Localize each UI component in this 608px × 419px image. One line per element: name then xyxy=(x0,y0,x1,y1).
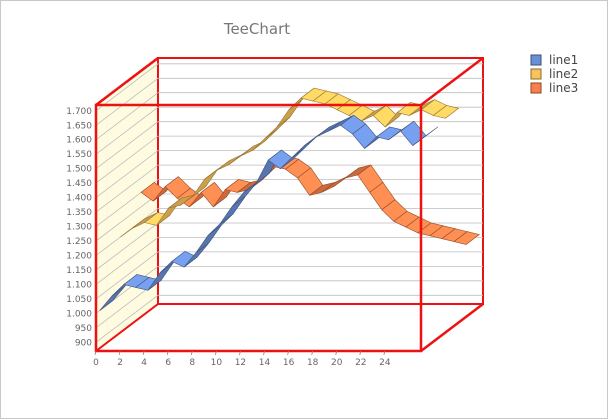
x-tick-label: 22 xyxy=(355,358,366,368)
y-tick-label: 1.100 xyxy=(66,280,92,290)
series-line2 xyxy=(120,87,460,238)
ribbon-segment xyxy=(219,196,246,224)
frame-edge xyxy=(420,57,484,106)
x-tick-label: 14 xyxy=(259,358,271,368)
frame-edge xyxy=(420,303,484,352)
y-tick-label: 1.000 xyxy=(66,309,92,319)
y-tick-label: 900 xyxy=(75,338,92,348)
chart-title: TeeChart xyxy=(223,20,290,38)
chart-walls xyxy=(94,57,485,352)
x-tick-label: 24 xyxy=(379,358,391,368)
y-tick-label: 1.450 xyxy=(66,179,92,189)
x-tick xyxy=(335,350,338,356)
legend-swatch xyxy=(530,54,542,66)
x-tick-label: 12 xyxy=(235,358,246,368)
legend-swatch xyxy=(530,82,542,94)
x-tick-label: 16 xyxy=(283,358,295,368)
legend-swatch xyxy=(530,68,542,80)
x-tick xyxy=(214,350,217,356)
gridline xyxy=(95,150,483,198)
x-tick-label: 0 xyxy=(93,358,99,368)
y-tick-label: 1.050 xyxy=(66,295,92,305)
x-axis: 0 2 4 6 8 10 12 14 16 18 20 22 24 xyxy=(93,350,391,368)
x-tick xyxy=(263,350,265,356)
x-tick xyxy=(383,350,386,356)
legend-item: line2 xyxy=(530,67,578,81)
gridline xyxy=(95,121,483,170)
x-tick-label: 4 xyxy=(141,358,147,368)
x-tick-label: 8 xyxy=(189,358,195,368)
gridline xyxy=(95,164,483,213)
series-layer xyxy=(99,87,480,311)
y-tick-label: 1.250 xyxy=(66,237,92,247)
x-tick xyxy=(239,350,241,356)
gridline xyxy=(95,106,483,155)
x-tick xyxy=(118,350,121,356)
x-tick xyxy=(142,350,145,356)
x-tick-label: 20 xyxy=(331,358,343,368)
gridline xyxy=(95,63,483,112)
legend-label: line1 xyxy=(549,53,578,67)
y-axis: 900 950 1.000 1.050 1.100 1.150 1.200 1.250 1.30… xyxy=(66,107,92,349)
frame-edge xyxy=(95,303,159,352)
y-tick-label: 950 xyxy=(75,324,92,334)
gridline xyxy=(95,77,483,126)
gridline xyxy=(95,92,483,141)
series-line3 xyxy=(140,155,480,245)
x-tick-label: 18 xyxy=(307,358,319,368)
y-tick-label: 1.350 xyxy=(66,208,92,218)
x-tick-label: 2 xyxy=(117,358,123,368)
legend-label: line2 xyxy=(549,67,578,81)
frame-edge xyxy=(95,57,159,106)
y-tick-label: 1.550 xyxy=(66,150,92,160)
y-tick-label: 1.700 xyxy=(66,107,92,117)
ribbon-segment xyxy=(216,154,243,171)
gridline xyxy=(95,265,483,314)
x-tick xyxy=(166,350,169,356)
y-tick-label: 1.400 xyxy=(66,194,92,204)
x-tick xyxy=(287,350,289,356)
x-tick xyxy=(311,350,314,356)
ribbon-segment xyxy=(276,99,303,128)
gridline xyxy=(95,294,483,343)
floor xyxy=(94,303,485,352)
x-tick-label: 10 xyxy=(211,358,223,368)
series-line1 xyxy=(99,114,439,311)
ribbon-segment xyxy=(252,128,279,151)
y-tick-label: 1.150 xyxy=(66,266,92,276)
x-tick-label: 6 xyxy=(165,358,171,368)
legend-label: line3 xyxy=(549,81,578,95)
legend-item: line3 xyxy=(530,81,578,95)
x-tick xyxy=(359,350,362,356)
y-tick-label: 1.600 xyxy=(66,136,92,146)
y-tick-label: 1.300 xyxy=(66,223,92,233)
y-tick-label: 1.500 xyxy=(66,165,92,175)
gridline xyxy=(95,251,483,300)
ribbon-segment xyxy=(432,105,460,119)
legend-item: line1 xyxy=(530,53,578,67)
ribbon-segment xyxy=(453,231,480,245)
ribbon-segment xyxy=(207,213,234,236)
ribbon-segment xyxy=(375,126,403,141)
x-tick xyxy=(94,350,97,356)
ribbon-segment xyxy=(316,120,342,138)
gridline xyxy=(95,236,483,285)
y-tick-label: 1.650 xyxy=(66,121,92,131)
ribbon-segment xyxy=(195,225,222,253)
x-tick xyxy=(190,350,193,356)
y-tick-label: 1.200 xyxy=(66,251,92,261)
gridline xyxy=(95,208,483,256)
